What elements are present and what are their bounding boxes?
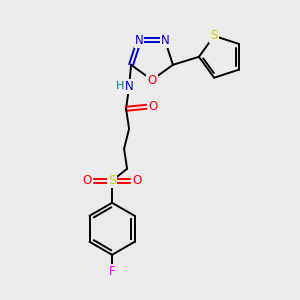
Text: H: H [116,81,124,91]
Text: O: O [82,174,92,187]
Text: S: S [210,29,218,42]
Text: O: O [147,74,157,86]
Text: O: O [148,100,158,113]
Text: O: O [133,174,142,187]
Text: F: F [109,265,116,278]
Text: S: S [108,174,116,187]
Text: N: N [135,34,143,47]
Text: N: N [160,34,169,47]
Text: N: N [125,80,134,93]
